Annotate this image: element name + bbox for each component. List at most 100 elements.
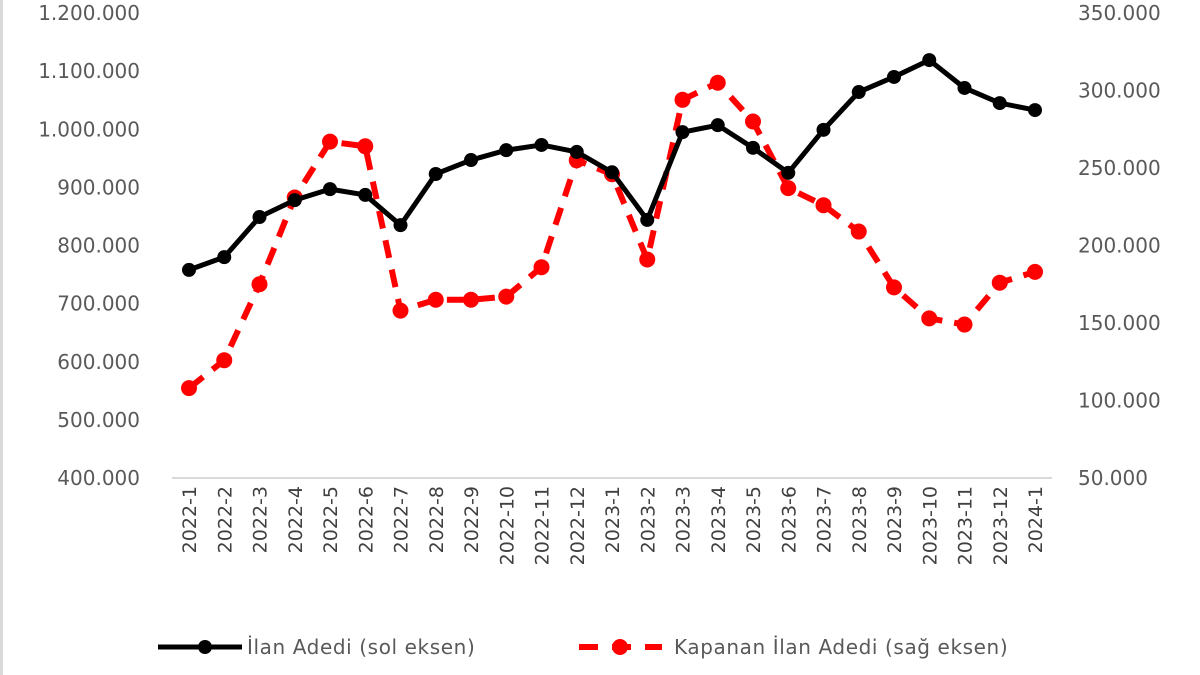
legend-item-kapanan-ilan-adedi[interactable]: Kapanan İlan Adedi (sağ eksen) [579,635,1008,659]
data-point-marker[interactable] [393,218,408,233]
data-point-marker[interactable] [675,125,690,140]
x-axis-tick-label: 2023-2 [637,486,659,553]
x-axis-tick-label: 2022-12 [567,486,589,565]
data-point-marker[interactable] [640,212,655,227]
data-point-marker[interactable] [499,143,514,158]
legend-black-marker-icon [198,640,212,654]
x-axis-tick-label: 2023-5 [743,486,765,553]
x-axis-tick-label: 2022-11 [532,486,554,565]
data-point-marker[interactable] [851,85,866,100]
x-axis-tick-label: 2023-3 [673,486,695,553]
data-point-marker[interactable] [534,137,549,152]
left-y-axis: 400.000 500.000 600.000 700.000 800.000 900.0… [38,1,140,490]
data-point-marker[interactable] [992,96,1007,111]
data-point-marker[interactable] [533,259,550,276]
x-axis-tick-label: 2022-3 [250,486,272,553]
right-axis-tick-label: 350.000 [1078,1,1161,25]
data-point-marker[interactable] [639,251,656,268]
data-point-marker[interactable] [709,74,726,91]
data-point-marker[interactable] [605,165,619,180]
left-axis-tick-label: 400.000 [57,466,140,490]
x-axis-tick-label: 2022-2 [214,486,236,553]
x-axis-tick-label: 2022-1 [179,486,201,553]
right-axis-tick-label: 250.000 [1078,156,1161,180]
legend-red-marker-icon [612,639,628,655]
data-point-marker[interactable] [252,210,267,225]
data-point-marker[interactable] [251,276,268,293]
data-point-marker[interactable] [498,288,515,305]
x-axis-tick-label: 2022-5 [320,486,342,553]
x-axis-tick-label: 2022-7 [391,486,413,553]
x-axis-tick-label: 2023-7 [814,486,836,553]
data-point-marker[interactable] [357,138,374,155]
data-point-marker[interactable] [428,167,443,182]
data-point-marker[interactable] [816,122,831,137]
legend-label-kapanan-ilan-adedi: Kapanan İlan Adedi (sağ eksen) [674,635,1008,659]
x-axis-tick-label: 2024-1 [1025,486,1047,553]
data-point-marker[interactable] [991,274,1008,291]
data-point-marker[interactable] [956,316,973,333]
data-point-marker[interactable] [780,180,797,197]
data-point-marker[interactable] [674,91,691,108]
data-point-marker[interactable] [921,310,938,327]
left-axis-tick-label: 1.200.000 [38,1,140,25]
data-point-marker[interactable] [392,302,409,319]
data-point-marker[interactable] [322,133,338,150]
data-point-marker[interactable] [850,223,867,240]
data-point-marker[interactable] [781,165,796,180]
right-axis-tick-label: 150.000 [1078,311,1161,335]
data-point-marker[interactable] [287,193,302,208]
left-axis-tick-label: 1.100.000 [38,59,140,83]
legend: İlan Adedi (sol eksen) Kapanan İlan Aded… [158,635,1008,659]
x-axis-tick-label: 2023-8 [849,486,871,553]
data-point-marker[interactable] [427,291,444,308]
x-axis-tick-label: 2023-11 [955,486,977,565]
left-axis-tick-label: 800.000 [57,234,140,258]
data-point-marker[interactable] [358,187,373,202]
data-point-marker[interactable] [464,153,478,168]
data-point-marker[interactable] [1027,263,1043,280]
left-axis-tick-label: 1.000.000 [38,117,140,141]
x-axis-tick-label: 2023-12 [990,486,1012,565]
x-axis-tick-label: 2022-4 [285,486,307,553]
data-point-marker[interactable] [182,262,196,277]
series-ilan-adedi [182,53,1042,277]
left-axis-tick-label: 500.000 [57,408,140,432]
data-point-marker[interactable] [569,144,584,159]
data-point-marker[interactable] [217,250,232,265]
data-point-marker[interactable] [746,140,760,155]
data-point-marker[interactable] [710,118,725,133]
data-point-marker[interactable] [181,380,197,397]
data-point-marker[interactable] [957,80,972,95]
left-axis-tick-label: 900.000 [57,175,140,199]
data-point-marker[interactable] [815,197,832,214]
data-point-marker[interactable] [323,182,337,197]
x-axis-tick-label: 2023-1 [602,486,624,553]
x-axis-tick-label: 2023-10 [919,486,941,565]
plot-area [181,53,1043,397]
right-axis-tick-label: 100.000 [1078,389,1161,413]
legend-item-ilan-adedi[interactable]: İlan Adedi (sol eksen) [158,635,475,659]
data-point-marker[interactable] [922,53,937,68]
right-axis-tick-label: 200.000 [1078,234,1161,258]
x-axis-tick-label: 2022-10 [496,486,518,565]
legend-label-ilan-adedi: İlan Adedi (sol eksen) [247,635,475,659]
data-point-marker[interactable] [745,113,761,130]
x-axis-tick-label: 2023-4 [708,486,730,553]
dashed-line [187,79,1036,391]
x-axis-tick-label: 2023-9 [884,486,906,553]
series-kapanan-ilan-adedi [181,74,1043,397]
x-axis-tick-label: 2023-6 [778,486,800,553]
x-axis-tick-label: 2022-6 [355,486,377,553]
right-axis-tick-label: 300.000 [1078,79,1161,103]
data-point-marker[interactable] [887,69,901,84]
x-axis: 2022-1 2022-2 2022-3 2022-4 2022-5 2022-6 2022… [179,486,1047,565]
data-point-marker[interactable] [216,352,233,369]
data-point-marker[interactable] [1028,103,1042,118]
data-point-marker[interactable] [886,279,902,296]
x-axis-tick-label: 2022-9 [461,486,483,553]
data-point-marker[interactable] [463,291,479,308]
x-axis-tick-label: 2022-8 [426,486,448,553]
